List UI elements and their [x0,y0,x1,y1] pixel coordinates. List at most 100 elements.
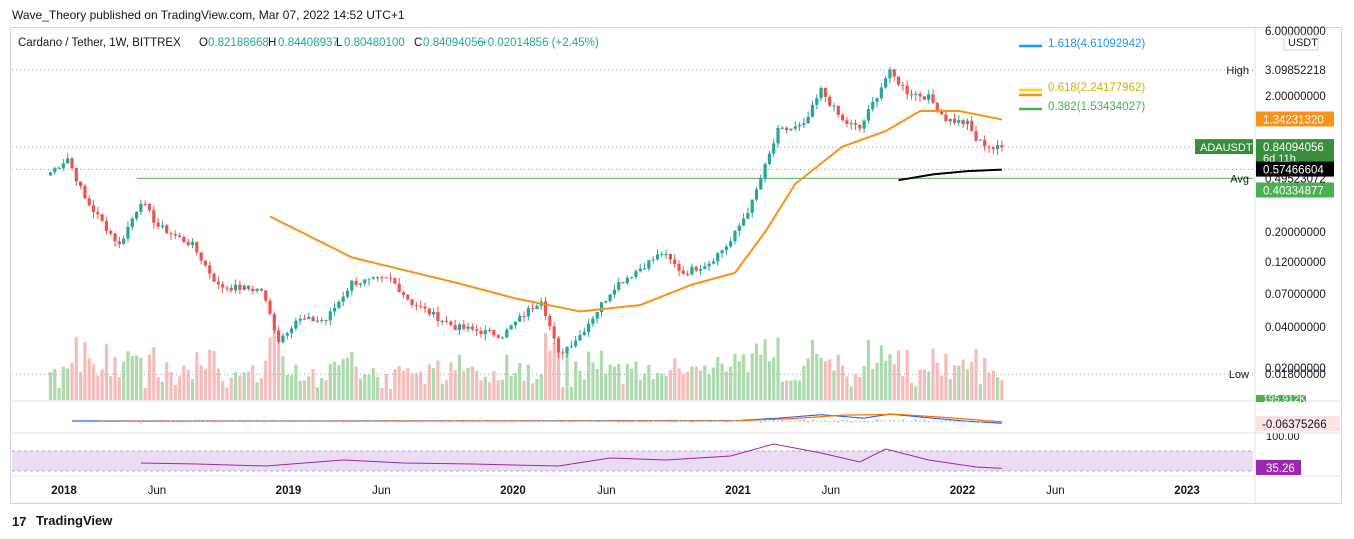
macd-histogram-bar [673,421,676,423]
open-label: O [199,37,208,49]
volume-bar [543,333,548,400]
candle-body [810,104,815,117]
macd-histogram-bar [996,420,999,422]
macd-histogram-bar [243,421,246,423]
macd-histogram-bar [781,419,784,422]
candle-body [229,287,233,291]
candle-body [901,84,905,86]
candle-body [298,318,302,321]
candle-body [457,324,462,331]
macd-histogram-bar [639,421,642,423]
volume-bar [505,354,509,400]
macd-histogram-bar [686,420,689,422]
candle-body [612,289,617,295]
volume-bar [681,374,685,400]
macd-histogram-bar [109,420,112,422]
candle-body [983,139,987,147]
macd-histogram-bar [337,420,340,422]
macd-histogram-bar [811,420,814,422]
volume-bar [582,379,586,400]
candle-body [797,124,802,127]
candle-body [978,139,982,141]
volume-bar [974,349,978,400]
candle-body [892,69,896,77]
macd-histogram-bar [126,421,129,422]
x-tick-label: 2018 [51,485,77,497]
x-tick-label: Jun [1046,485,1065,497]
candle-body [548,315,552,327]
candle-body [535,305,539,309]
candle-body [952,118,957,123]
candle-body [328,311,332,321]
macd-histogram-bar [867,421,870,423]
macd-histogram-bar [510,421,513,423]
candle-body [634,271,638,277]
macd-histogram-bar [479,419,482,422]
macd-histogram-bar [596,420,599,422]
candle-body [384,277,388,279]
macd-histogram-bar [785,421,788,423]
volume-bar [686,372,690,400]
tradingview-footer[interactable]: 17 TradingView [12,513,112,528]
candle-body [427,308,431,315]
volume-bar [806,358,810,400]
volume-bar [716,356,720,400]
candle-body [763,163,767,179]
macd-histogram-bar [200,421,203,423]
candle-body [333,307,337,312]
macd-histogram-bar [957,421,960,423]
price-tag-value: 0.40334877 [1263,186,1324,198]
macd-histogram-bar [204,421,207,423]
macd-histogram-bar [634,419,637,422]
volume-bar [298,380,302,400]
macd-histogram-bar [324,420,327,422]
candle-body [750,199,754,213]
candle-body [965,120,970,125]
macd-histogram-bar [333,420,336,422]
candle-body [358,283,363,285]
candle-body [87,198,91,206]
candle-body [190,241,195,246]
candle-body [595,311,599,319]
macd-histogram-bar [221,421,224,423]
macd-histogram-bar [850,421,853,423]
candle-body [100,214,104,221]
volume-bar [419,371,423,400]
macd-histogram-bar [454,419,457,422]
volume-bar [328,363,332,400]
candle-body [896,76,901,85]
candle-body [160,225,165,227]
macd-histogram-bar [402,419,405,422]
volume-bar [780,381,784,400]
macd-histogram-bar [281,421,284,423]
volume-bar [496,380,500,400]
candle-body [995,145,1000,150]
volume-bar [630,368,634,400]
macd-histogram-bar [170,421,173,423]
candle-body [462,324,466,329]
open-value: 0.82188668 [208,37,269,49]
volume-bar [759,354,763,400]
macd-histogram-bar [195,419,198,422]
macd-histogram-bar [755,420,758,422]
macd-histogram-bar [342,421,345,423]
candle-body [716,253,720,262]
macd-histogram-bar [617,421,620,423]
candle-body [505,329,509,338]
macd-histogram-bar [630,421,633,423]
low-value: 0.80480100 [344,37,405,49]
macd-histogram-bar [897,420,900,422]
volume-bar [457,355,462,400]
volume-bar [569,386,573,400]
macd-histogram-bar [742,420,745,422]
volume-bar [91,364,96,400]
macd-histogram-bar [751,420,754,422]
moving-average-line [269,110,1003,313]
macd-histogram-bar [484,421,487,423]
candle-body [169,233,173,235]
volume-bar [139,357,143,400]
candle-body [440,320,444,322]
candle-body [974,131,978,141]
price-tag-bg [1256,139,1334,166]
